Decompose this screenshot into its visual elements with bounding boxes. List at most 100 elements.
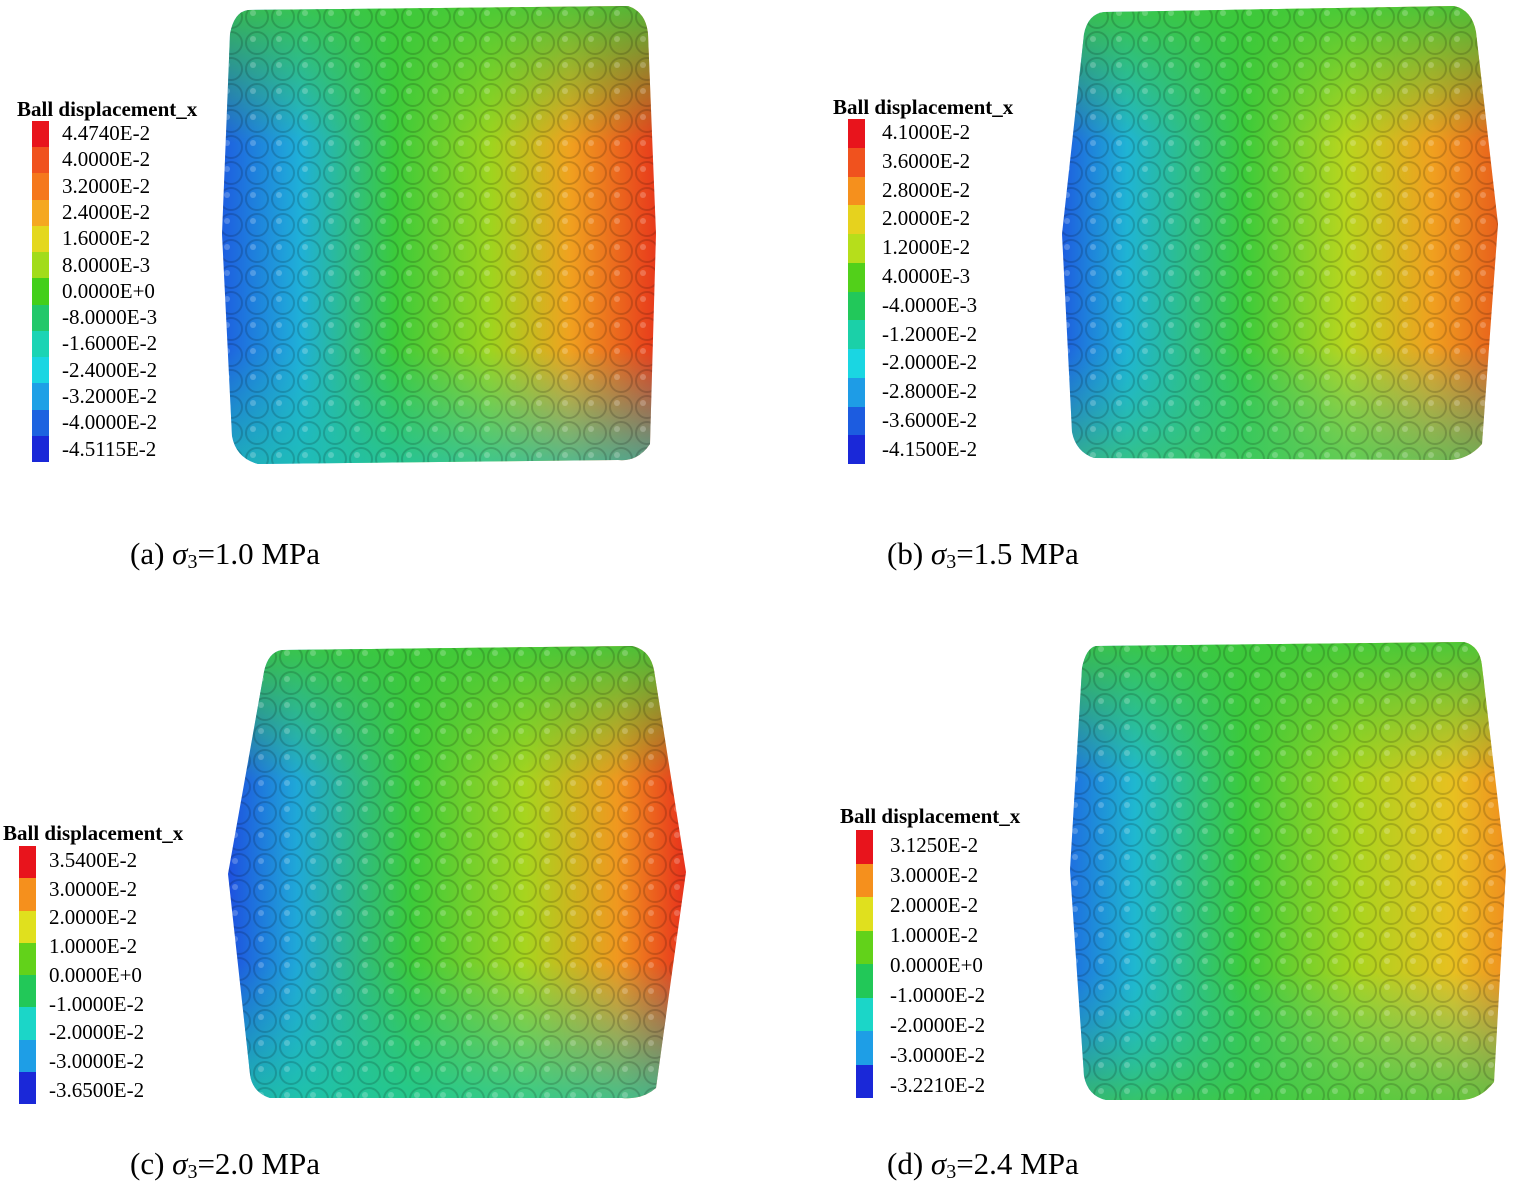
color-scale-segment [19, 846, 36, 879]
caption-value: =2.0 MPa [197, 1146, 320, 1181]
caption-sigma: σ [930, 536, 947, 571]
caption-a: (a) σ3=1.0 MPa [130, 536, 320, 574]
particle-specimen-c [226, 644, 688, 1102]
color-scale-segment [848, 406, 865, 436]
color-scale-segment [19, 878, 36, 911]
legend-tick-label: -3.2210E-2 [890, 1073, 986, 1097]
legend-tick-label: 3.2000E-2 [62, 173, 151, 198]
caption-prefix: (c) [130, 1146, 173, 1181]
color-scale-segment [848, 176, 865, 206]
legend-tick-label: -1.6000E-2 [62, 331, 158, 356]
color-scale-segment [32, 304, 49, 331]
legend-tick-label: 2.8000E-2 [882, 177, 971, 202]
legend-tick-label: 1.2000E-2 [882, 235, 971, 260]
legend-tick-label: 2.0000E-2 [890, 893, 979, 917]
legend-tick-label: -2.8000E-2 [882, 379, 978, 404]
legend-tick-label: 0.0000E+0 [62, 278, 155, 303]
caption-subscript: 3 [187, 1161, 198, 1183]
caption-c: (c) σ3=2.0 MPa [130, 1146, 320, 1184]
caption-prefix: (a) [130, 536, 173, 571]
caption-b: (b) σ3=1.5 MPa [887, 536, 1079, 574]
color-scale-segment [848, 262, 865, 292]
legend-tick-label: -3.6000E-2 [882, 408, 978, 432]
particle-specimen-b [1058, 4, 1504, 462]
color-scale-segment [32, 383, 49, 410]
color-scale-segment [848, 119, 865, 148]
legend-tick-label: -2.4000E-2 [62, 357, 158, 382]
color-scale-segment [32, 121, 49, 148]
color-scale-segment [32, 173, 49, 200]
color-scale-segment [32, 435, 49, 463]
caption-value: =1.5 MPa [956, 536, 1079, 571]
legend-tick-label: 3.5400E-2 [49, 848, 138, 872]
color-scale-segment [32, 278, 49, 305]
legend-tick-label: -4.0000E-2 [62, 410, 158, 435]
legend-tick-label: 4.0000E-2 [62, 147, 151, 172]
caption-sigma: σ [172, 536, 188, 571]
color-scale-segment [19, 1071, 36, 1104]
color-scale-segment [856, 863, 873, 897]
color-scale-bar [848, 119, 865, 464]
legend-tick-label: -1.0000E-2 [890, 983, 986, 1007]
legend-title: Ball displacement_x [840, 804, 1021, 828]
color-scale-segment [848, 377, 865, 407]
caption-subscript: 3 [187, 551, 198, 573]
color-scale-segment [848, 349, 865, 378]
caption-sigma: σ [172, 1146, 188, 1181]
color-scale-segment [856, 897, 873, 931]
particle-specimen-d [1066, 640, 1510, 1104]
legend-tick-label: -3.0000E-2 [49, 1048, 145, 1073]
color-scale-segment [856, 964, 873, 998]
caption-sigma: σ [930, 1146, 947, 1181]
legend-tick-label: 2.0000E-2 [49, 905, 138, 930]
legend-tick-label: 8.0000E-3 [62, 252, 151, 277]
legend-tick-label: 3.6000E-2 [882, 148, 971, 173]
color-scale-segment [32, 225, 49, 253]
legend-tick-label: 1.0000E-2 [49, 934, 138, 959]
particle-specimen-a [218, 4, 658, 466]
legend-tick-label: 4.1000E-2 [882, 120, 971, 144]
legend-tick-label: -2.0000E-2 [49, 1020, 145, 1045]
color-scale-segment [19, 1007, 36, 1040]
legend-tick-label: -8.0000E-3 [62, 305, 158, 330]
color-scale-segment [32, 252, 49, 279]
caption-subscript: 3 [946, 551, 957, 573]
color-scale-segment [848, 205, 865, 234]
legend-tick-label: -3.0000E-2 [890, 1043, 986, 1067]
legend-tick-label: 1.0000E-2 [890, 923, 979, 947]
legend-tick-label: -4.1500E-2 [882, 436, 978, 461]
legend-tick-label: -3.6500E-2 [49, 1077, 145, 1102]
color-scale-segment [19, 1039, 36, 1072]
legend-tick-label: 3.0000E-2 [890, 863, 979, 887]
legend-tick-label: 0.0000E+0 [890, 953, 983, 977]
color-scale-segment [19, 975, 36, 1008]
legend-tick-label: 1.6000E-2 [62, 226, 151, 251]
legend-tick-label: 4.0000E-3 [882, 264, 971, 288]
caption-prefix: (b) [887, 536, 931, 571]
legend-tick-label: 2.4000E-2 [62, 199, 151, 224]
color-scale-segment [856, 930, 873, 964]
color-scale-bar [19, 846, 36, 1104]
color-scale-segment [848, 435, 865, 464]
color-scale-segment [848, 147, 865, 177]
color-scale-segment [32, 199, 49, 226]
color-scale-segment [32, 357, 49, 384]
color-scale-bar [856, 830, 873, 1098]
color-scale-segment [856, 997, 873, 1031]
legend-title: Ball displacement_x [17, 97, 198, 121]
legend-tick-label: -2.0000E-2 [890, 1013, 986, 1037]
legend-tick-label: 2.0000E-2 [882, 206, 971, 231]
legend-title: Ball displacement_x [833, 95, 1014, 119]
legend-tick-label: 4.4740E-2 [62, 121, 151, 145]
legend-tick-label: -3.2000E-2 [62, 384, 158, 408]
color-scale-segment [19, 942, 36, 975]
caption-d: (d) σ3=2.4 MPa [887, 1146, 1079, 1184]
color-scale-segment [32, 330, 49, 358]
color-scale-segment [32, 409, 49, 436]
caption-subscript: 3 [946, 1161, 957, 1183]
color-scale-segment [32, 147, 49, 174]
color-scale-segment [848, 320, 865, 349]
legend-tick-label: 3.0000E-2 [49, 876, 138, 901]
caption-value: =1.0 MPa [197, 536, 320, 571]
legend-tick-label: -1.2000E-2 [882, 321, 978, 346]
